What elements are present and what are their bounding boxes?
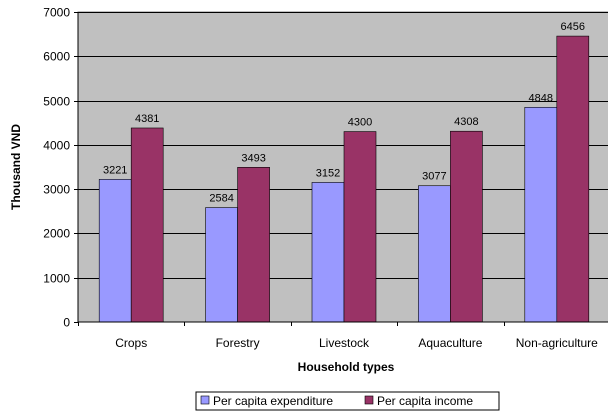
data-label: 3152 [316,167,340,179]
legend-swatch [364,395,374,405]
y-tick-label: 6000 [43,50,70,64]
bar [450,130,483,323]
bar [524,107,558,323]
bar [311,182,345,323]
data-label: 3077 [422,171,446,183]
x-tick-label: Forestry [216,336,260,350]
legend-label: Per capita income [377,394,473,408]
y-tick-label: 7000 [43,6,70,20]
y-tick-label: 5000 [43,95,70,109]
data-label: 4848 [529,92,553,104]
data-label: 4308 [454,116,478,128]
y-tick-label: 3000 [43,183,70,197]
y-tick-label: 0 [63,316,70,330]
legend-swatch [200,395,210,405]
data-label: 2584 [209,193,233,205]
bar [205,207,238,323]
data-label: 4300 [348,117,372,129]
bar-series [98,35,590,323]
bar [556,35,590,323]
bar [98,179,132,323]
y-tick-label: 4000 [43,139,70,153]
x-axis-ticks: Crops Forestry Livestock Aquaculture Non-agr… [78,322,598,350]
bar [237,167,270,323]
y-tick-label: 2000 [43,227,70,241]
x-axis-title: Household types [298,360,395,374]
x-tick-label: Aquaculture [418,336,482,350]
bar [130,127,164,323]
y-axis-title: Thousand VND [9,124,23,210]
data-label: 4381 [135,113,159,125]
x-tick-label: Crops [115,336,147,350]
data-label: 3493 [241,152,265,164]
y-axis-ticks: 0 1000 2000 3000 4000 5000 6000 7000 [43,6,78,330]
bar [418,185,451,323]
y-tick-label: 1000 [43,272,70,286]
legend: Per capita expenditure Per capita income [195,391,500,411]
bar [343,131,377,323]
x-tick-label: Livestock [319,336,370,350]
legend-label: Per capita expenditure [213,394,333,408]
data-label: 3221 [103,164,127,176]
legend-box [195,391,500,411]
data-labels: 3221 2584 3152 3077 4848 4381 3493 4300 4308 6456 [103,21,585,204]
axes [77,12,608,323]
data-label: 6456 [561,21,585,33]
x-tick-label: Non-agriculture [516,336,598,350]
